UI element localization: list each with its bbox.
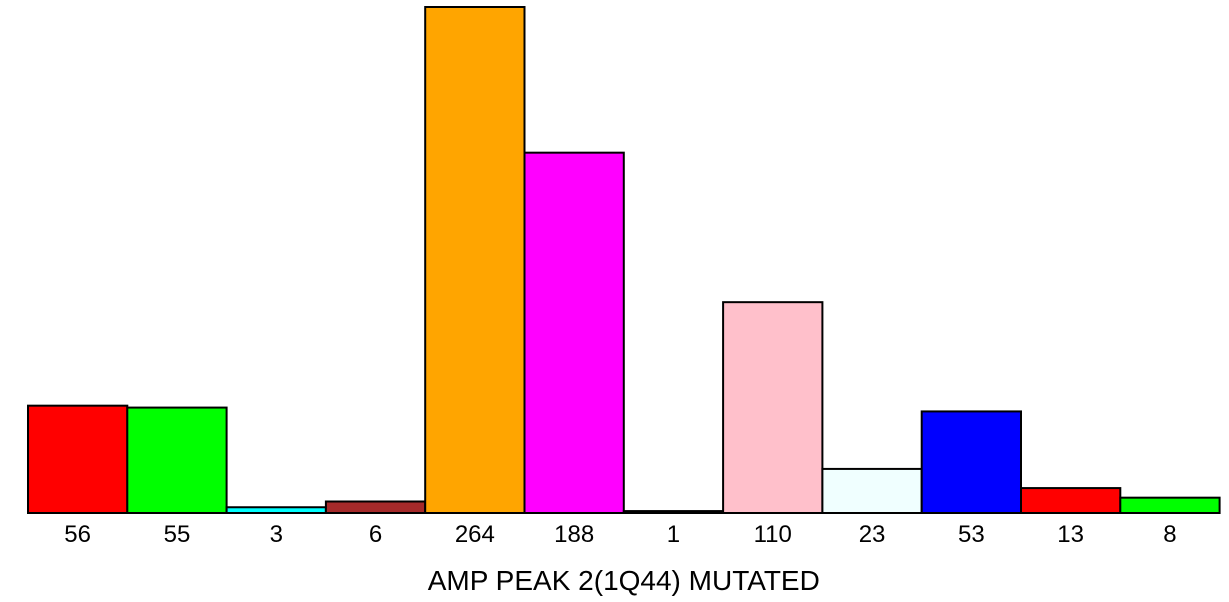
bars-group: [27, 6, 1221, 515]
bar-5: [424, 6, 526, 514]
bar-2: [126, 406, 228, 514]
bar-9: [821, 467, 923, 515]
x-tick-label-10: 53: [958, 521, 985, 548]
bar-4: [324, 500, 427, 514]
x-tick-label-3: 3: [270, 521, 283, 548]
x-tick-label-5: 264: [455, 521, 495, 548]
bar-11: [1020, 487, 1122, 514]
x-tick-label-2: 55: [164, 521, 191, 548]
bar-10: [920, 410, 1023, 515]
tick-labels-group: 56 55 3 6 264 188 1 110 23 53 13 8: [64, 521, 1176, 548]
bar-12: [1119, 496, 1221, 515]
x-tick-label-8: 110: [754, 521, 792, 548]
x-tick-label-7: 1: [667, 521, 680, 548]
x-tick-label-4: 6: [369, 521, 382, 548]
bar-8: [722, 301, 824, 515]
x-tick-label-1: 56: [64, 521, 91, 548]
x-tick-label-12: 8: [1163, 521, 1176, 548]
x-tick-label-9: 23: [859, 521, 886, 548]
x-tick-label-6: 188: [554, 521, 594, 548]
bar-6: [523, 151, 625, 514]
x-tick-label-11: 13: [1057, 521, 1084, 548]
x-axis-title: AMP PEAK 2(1Q44) MUTATED: [428, 565, 820, 596]
bar-1: [27, 404, 129, 515]
